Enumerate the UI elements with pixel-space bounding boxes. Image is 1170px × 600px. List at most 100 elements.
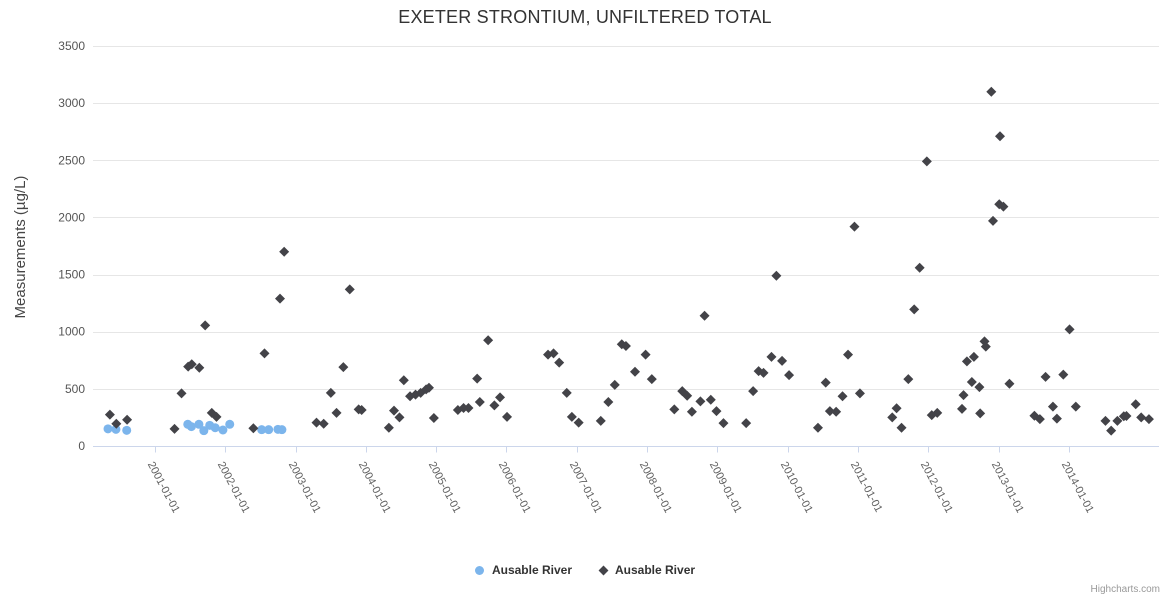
data-point[interactable] [849,221,860,232]
data-point[interactable] [311,417,322,428]
credits-link[interactable]: Highcharts.com [1090,584,1160,595]
data-point[interactable] [686,406,697,417]
data-point[interactable] [169,423,180,434]
data-point[interactable] [331,407,342,418]
data-point[interactable] [186,422,196,432]
data-point[interactable] [986,86,997,97]
data-point[interactable] [718,418,729,429]
data-point[interactable] [771,270,782,281]
data-point[interactable] [958,390,969,401]
legend-item[interactable]: Ausable River [598,563,695,577]
data-point[interactable] [554,357,565,368]
data-point[interactable] [682,390,693,401]
data-point[interactable] [259,348,270,359]
data-point[interactable] [909,304,920,315]
data-point[interactable] [961,356,972,367]
data-point[interactable] [111,424,121,434]
data-point[interactable] [758,367,769,378]
data-point[interactable] [980,341,991,352]
data-point[interactable] [699,310,710,321]
data-point[interactable] [122,425,132,435]
data-point[interactable] [824,406,835,417]
data-point[interactable] [423,382,434,393]
data-point[interactable] [472,373,483,384]
data-point[interactable] [974,382,985,393]
data-point[interactable] [483,335,494,346]
data-point[interactable] [705,394,716,405]
data-point[interactable] [921,156,932,167]
data-point[interactable] [896,422,907,433]
data-point[interactable] [603,397,614,407]
data-point[interactable] [595,415,606,426]
data-point[interactable] [573,417,584,428]
data-point[interactable] [199,426,209,436]
data-point[interactable] [194,419,204,429]
data-point[interactable] [609,379,620,390]
data-point[interactable] [1058,369,1069,380]
data-point[interactable] [1121,411,1132,422]
data-point[interactable] [383,422,394,433]
data-point[interactable] [398,375,409,386]
data-point[interactable] [502,411,513,422]
data-point[interactable] [111,418,122,429]
data-point[interactable] [837,391,848,402]
data-point[interactable] [1051,413,1062,424]
data-point[interactable] [966,377,977,387]
data-point[interactable] [812,422,823,433]
data-point[interactable] [356,405,367,415]
data-point[interactable] [277,425,287,435]
data-point[interactable] [711,406,722,417]
data-point[interactable] [887,412,898,423]
data-point[interactable] [264,425,274,435]
data-point[interactable] [338,362,349,373]
data-point[interactable] [103,424,113,434]
data-point[interactable] [831,406,842,417]
data-point[interactable] [200,320,211,331]
data-point[interactable] [669,404,680,415]
data-point[interactable] [1112,415,1123,426]
data-point[interactable] [325,387,336,398]
data-point[interactable] [854,388,865,399]
data-point[interactable] [891,403,902,414]
data-point[interactable] [1047,401,1058,412]
data-point[interactable] [122,414,133,425]
data-point[interactable] [748,386,759,397]
data-point[interactable] [279,246,290,257]
data-point[interactable] [903,374,914,385]
data-point[interactable] [1136,412,1147,423]
data-point[interactable] [318,418,329,429]
data-point[interactable] [211,411,222,422]
data-point[interactable] [932,407,943,418]
data-point[interactable] [766,351,777,362]
data-point[interactable] [194,362,205,373]
data-point[interactable] [741,418,752,429]
data-point[interactable] [275,293,286,304]
data-point[interactable] [646,374,657,385]
data-point[interactable] [210,423,220,433]
data-point[interactable] [257,425,267,435]
data-point[interactable] [995,131,1006,142]
data-point[interactable] [495,392,506,403]
data-point[interactable] [1034,414,1045,425]
data-point[interactable] [463,403,474,414]
legend-item[interactable]: Ausable River [474,563,572,577]
data-point[interactable] [1130,399,1141,410]
data-point[interactable] [1070,401,1081,412]
data-point[interactable] [1040,371,1051,382]
data-point[interactable] [104,409,115,420]
data-point[interactable] [489,400,500,411]
data-point[interactable] [428,413,439,423]
data-point[interactable] [394,412,405,423]
data-point[interactable] [344,284,355,295]
data-point[interactable] [784,370,795,381]
data-point[interactable] [820,377,831,388]
data-point[interactable] [640,349,651,360]
data-point[interactable] [474,397,485,407]
data-point[interactable] [914,262,925,273]
data-point[interactable] [248,423,259,434]
data-point[interactable] [186,359,197,370]
data-point[interactable] [1004,378,1015,389]
data-point[interactable] [561,387,572,398]
data-point[interactable] [1106,425,1117,436]
data-point[interactable] [1100,415,1111,426]
